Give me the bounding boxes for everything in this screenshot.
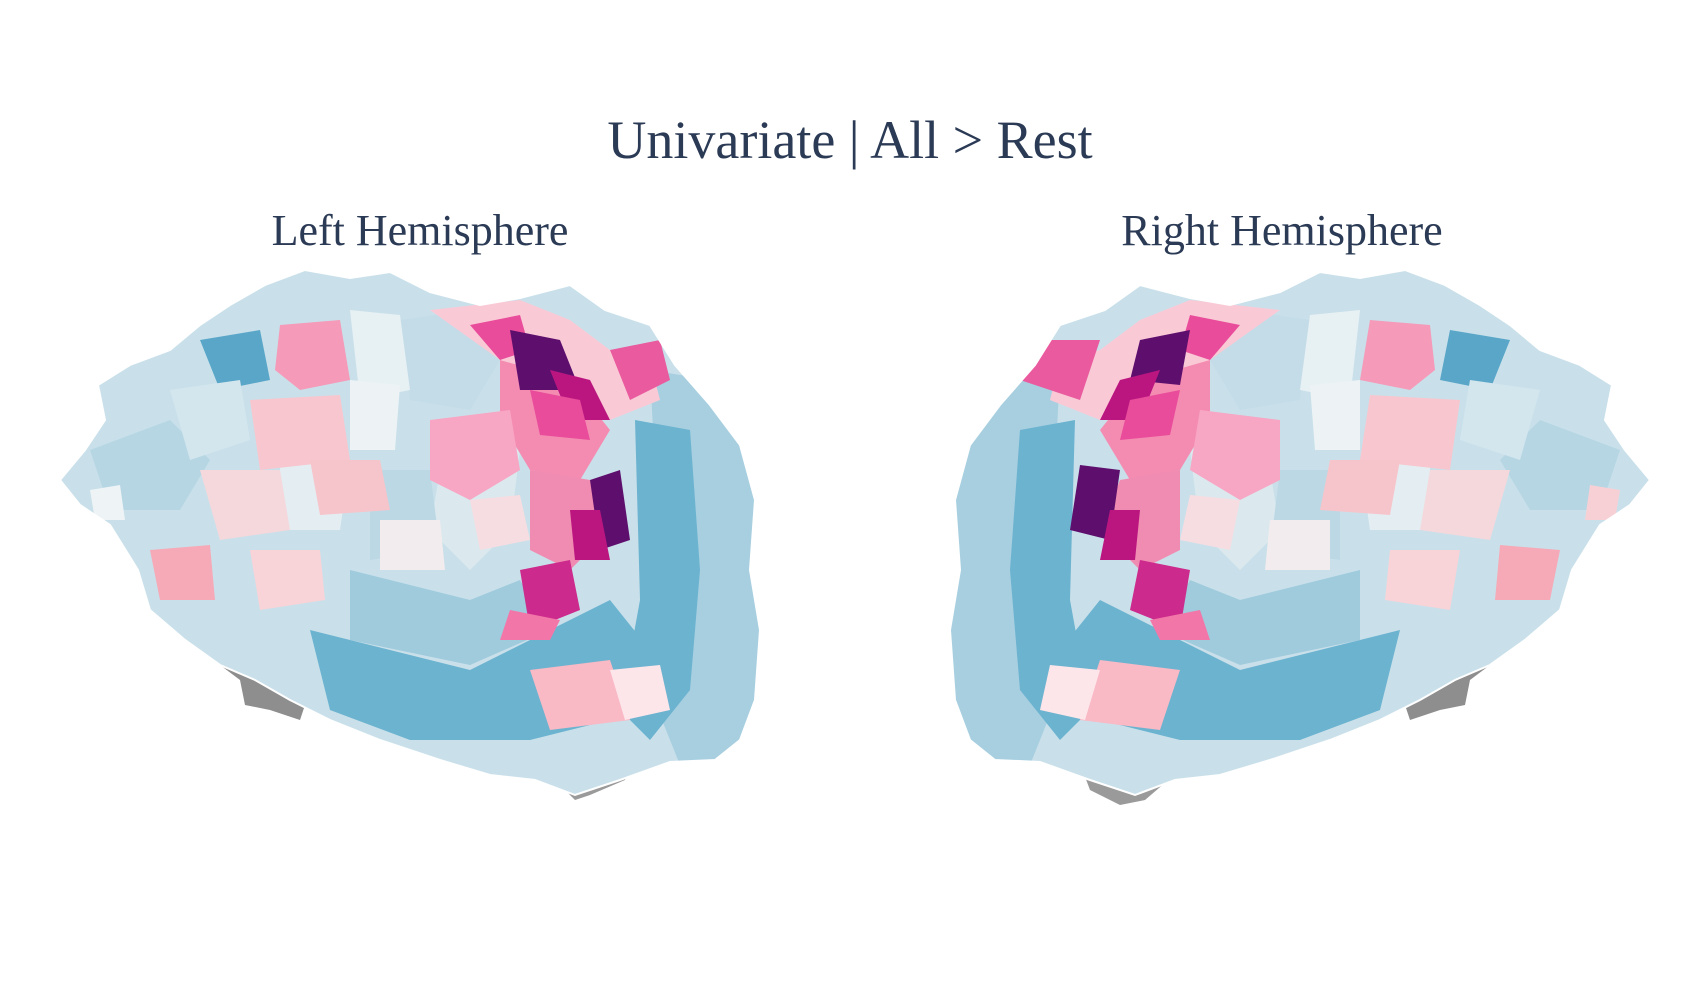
right-hemisphere-title: Right Hemisphere — [1121, 206, 1443, 255]
left-hemisphere-title: Left Hemisphere — [271, 206, 569, 255]
right-hemisphere-flatmap — [880, 270, 1660, 890]
figure-title: Univariate | All > Rest — [607, 110, 1093, 170]
left-hemisphere-flatmap — [50, 270, 830, 890]
